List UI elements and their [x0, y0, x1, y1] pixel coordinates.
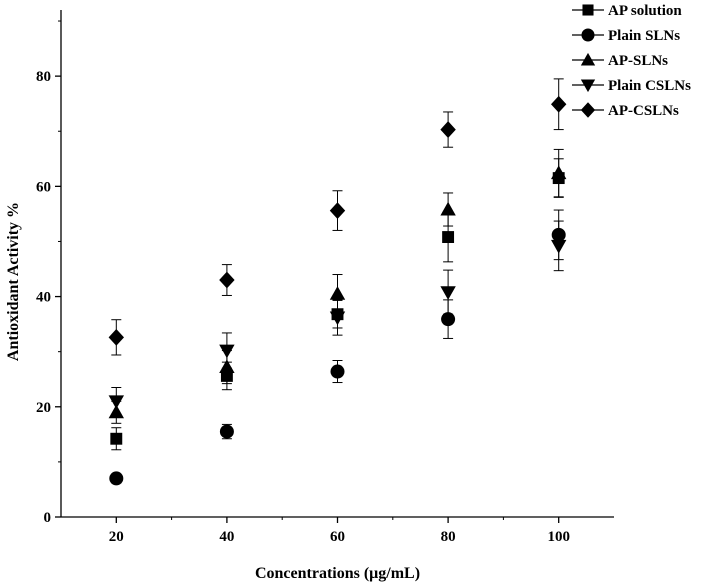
data-point-plain-cslns — [440, 286, 456, 300]
legend-item-plain-cslns: Plain CSLNs — [572, 78, 691, 94]
y-tick-label: 80 — [36, 69, 51, 85]
legend-label: Plain SLNs — [608, 28, 680, 44]
y-tick-label: 60 — [36, 179, 51, 195]
x-tick-label: 40 — [219, 529, 234, 545]
data-point-plain-cslns — [551, 239, 567, 254]
y-tick-label: 20 — [36, 400, 51, 416]
data-point-ap-solution — [442, 231, 455, 243]
legend-label: AP-SLNs — [608, 53, 668, 69]
data-point-plain-slns — [441, 312, 456, 327]
data-point-ap-cslns — [329, 202, 346, 219]
data-point-ap-slns — [551, 165, 567, 180]
legend-marker-ap-slns — [580, 52, 596, 66]
axes — [60, 10, 614, 518]
data-point-ap-slns — [440, 201, 456, 216]
legend-label: AP-CSLNs — [608, 103, 679, 119]
legend-item-ap-slns: AP-SLNs — [572, 52, 668, 69]
x-tick-label: 20 — [109, 529, 124, 545]
legend-marker-plain-cslns — [580, 79, 596, 93]
x-ticks: 20 40 60 80 100 — [109, 517, 570, 545]
data-point-plain-slns — [330, 364, 345, 379]
x-tick-label: 60 — [330, 529, 345, 545]
y-axis-title: Antioxidant Activity % — [5, 202, 22, 361]
data-point-ap-cslns — [108, 328, 124, 346]
y-tick-label: 0 — [44, 510, 52, 526]
data-point-plain-slns — [219, 424, 234, 439]
legend-marker-plain-slns — [581, 28, 595, 42]
data-point-ap-cslns — [551, 95, 567, 113]
data-point-ap-cslns — [219, 271, 235, 289]
y-tick-label: 40 — [36, 290, 51, 306]
plot-area — [108, 78, 567, 486]
legend-marker-ap-solution — [582, 4, 594, 16]
legend: AP solution Plain SLNs AP-SLNs Plain CSLNs A… — [572, 3, 691, 119]
series-ap-cslns — [108, 78, 567, 356]
legend-item-ap-cslns: AP-CSLNs — [572, 102, 679, 119]
data-point-plain-slns — [109, 471, 124, 486]
legend-label: AP solution — [608, 3, 682, 19]
data-point-plain-cslns — [219, 344, 235, 359]
legend-item-ap-solution: AP solution — [572, 3, 682, 19]
x-axis-title: Concentrations (μg/mL) — [255, 565, 420, 582]
series-plain-slns — [109, 209, 566, 486]
x-tick-label: 80 — [441, 529, 456, 545]
y-ticks: 0 20 40 60 80 — [36, 20, 61, 526]
data-point-plain-cslns — [329, 311, 346, 326]
data-point-ap-slns — [329, 286, 346, 300]
series-plain-cslns — [108, 220, 567, 416]
legend-label: Plain CSLNs — [608, 78, 691, 94]
data-point-plain-cslns — [108, 395, 124, 409]
legend-marker-ap-cslns — [580, 102, 596, 118]
data-point-ap-solution — [110, 432, 123, 445]
data-point-ap-cslns — [440, 121, 456, 138]
legend-item-plain-slns: Plain SLNs — [572, 28, 680, 44]
x-tick-label: 100 — [547, 529, 570, 545]
